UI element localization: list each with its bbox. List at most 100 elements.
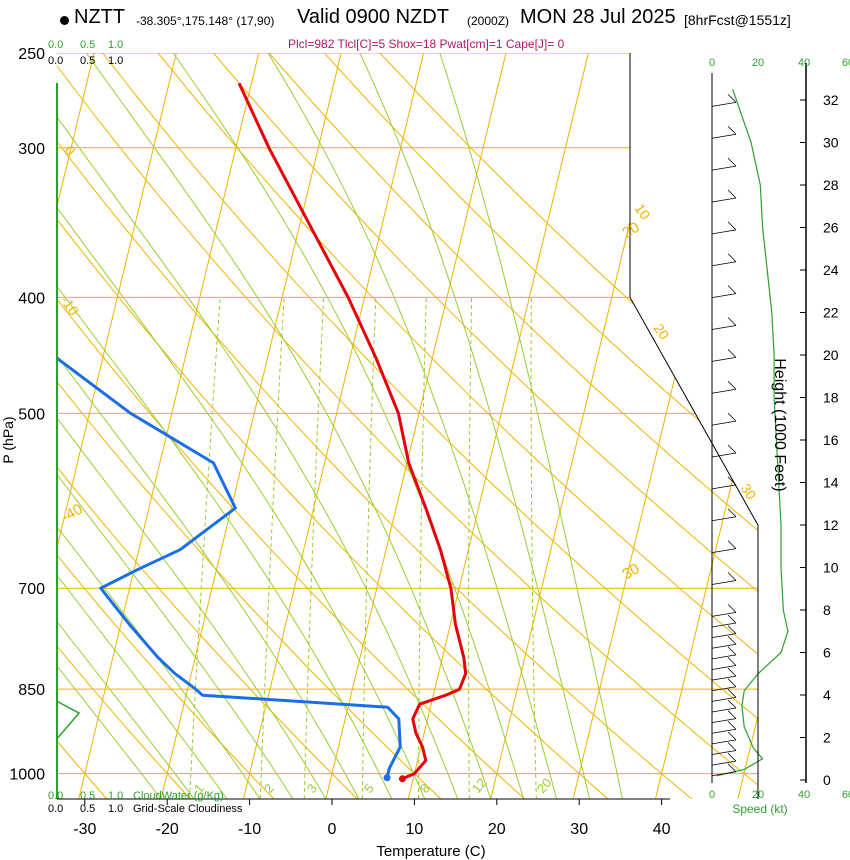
station-marker-icon [60, 16, 69, 25]
dry-adiabat-line [102, 53, 758, 799]
wind-barb-shaft [711, 133, 737, 139]
cloudiness-top-tick-label: 0.0 [48, 55, 63, 67]
isotherm-label: 30 [620, 560, 643, 583]
wind-barb-shaft [711, 516, 737, 522]
wind-barb-flag [727, 285, 737, 294]
dry-adiabat-line [157, 53, 758, 799]
wind-barb [711, 752, 737, 766]
wind-barb [711, 667, 737, 681]
wind-barb-shaft [711, 165, 737, 171]
moist-adiabat-line [57, 53, 228, 799]
wind-top-tick-label: 40 [798, 57, 810, 69]
wind-barb-shaft [711, 622, 737, 628]
cloudiness-top-tick-label: 1.0 [108, 55, 123, 67]
pressure-tick-label: 250 [18, 46, 45, 63]
mixing-ratio-line [418, 297, 427, 799]
dewpoint-profile [57, 354, 402, 779]
wind-barb [711, 412, 737, 426]
moist-adiabat-line [57, 53, 426, 799]
wind-barb-flag [727, 94, 737, 103]
mixing-ratio-label: 5 [361, 781, 377, 796]
wind-barb-shaft [711, 229, 737, 235]
height-tick-label: 32 [823, 92, 839, 108]
wind-barb-shaft [711, 261, 737, 267]
cloud-bottom-tick-label: 1.0 [108, 790, 123, 802]
cloudiness-bottom-tick-label: 1.0 [108, 803, 123, 815]
wind-barb-flag [727, 625, 737, 634]
wind-barb [711, 699, 737, 713]
wind-barb [711, 731, 737, 745]
height-tick-label: 28 [823, 177, 839, 193]
x-tick-label: 40 [653, 821, 671, 838]
wind-bottom-tick-label: 20 [752, 789, 764, 801]
dry-adiabat-line [268, 53, 758, 799]
height-tick-label: 8 [823, 602, 831, 618]
wind-barb [711, 646, 737, 660]
dry-adiabat-line [324, 53, 758, 799]
wind-barb [711, 678, 737, 692]
wind-bottom-tick-label: 0 [709, 789, 715, 801]
isotherm-line [325, 53, 507, 799]
wind-barb-shaft [711, 675, 737, 681]
moist-adiabat-line [439, 53, 623, 799]
dewpoint-profile-surface-dot [383, 774, 391, 782]
wind-barb-flag [727, 752, 737, 762]
wind-barb-shaft [711, 325, 737, 330]
forecast-run: [8hrFcst@1551z] [684, 12, 791, 28]
wind-barb-shaft [711, 633, 737, 639]
dry-adiabat-line [57, 53, 358, 799]
wind-barb [711, 604, 737, 617]
isotherm-line [57, 53, 177, 799]
pressure-tick-label: 400 [18, 290, 45, 307]
isotherm-label: 20 [620, 219, 643, 242]
cloudiness-bottom-tick-label: 0.0 [48, 803, 63, 815]
moist-adiabat-line [57, 53, 162, 799]
height-tick-label: 12 [823, 517, 839, 533]
height-tick-label: 24 [823, 262, 839, 278]
wind-barb-shaft [711, 728, 737, 734]
wind-bottom-tick-label: 40 [798, 789, 810, 801]
moist-adiabat-line [57, 53, 360, 799]
wind-barb-shaft [711, 388, 737, 394]
wind-barb-shaft [711, 611, 737, 617]
wind-barb [711, 657, 737, 670]
wind-barb-shaft [711, 760, 737, 766]
wind-barb [711, 689, 737, 702]
wind-barb [711, 540, 737, 554]
height-tick-label: 6 [823, 645, 831, 661]
wind-barb [711, 572, 737, 585]
moist-adiabat-line [172, 53, 525, 799]
dry-adiabat-line [57, 53, 442, 799]
height-tick-label: 2 [823, 730, 831, 746]
temperature-profile [237, 82, 468, 781]
isotherm-line [737, 53, 758, 799]
isotherm-line [160, 53, 342, 799]
wind-barb-shaft [711, 665, 737, 670]
wind-barb-shaft [711, 654, 737, 660]
isotherm-line [78, 53, 260, 799]
wind-barb-flag [727, 221, 737, 231]
wind-top-tick-label: 60 [842, 57, 850, 69]
cloud-top-tick-label: 0.0 [48, 39, 63, 51]
wind-barb-flag [727, 763, 737, 773]
temperature-profile-surface-dot [398, 775, 406, 783]
wind-barb [711, 508, 737, 522]
mixing-ratio-line [468, 297, 473, 799]
mixing-ratio-label: 3 [304, 781, 320, 796]
wind-barb-shaft [711, 197, 737, 203]
wind-barb-flag [727, 657, 737, 666]
wind-barb-flag [727, 125, 737, 135]
height-axis-title: Height (1000 Feet) [771, 358, 788, 491]
moist-adiabat-line [57, 53, 294, 799]
wind-barb-shaft [711, 686, 737, 692]
wind-barb [711, 625, 737, 639]
wind-barb-shaft [711, 293, 737, 299]
stability-indices: Plcl=982 Tlcl[C]=5 Shox=18 Pwat[cm]=1 Ca… [288, 37, 565, 51]
wind-barb-flag [727, 317, 737, 326]
x-tick-label: -10 [238, 821, 261, 838]
cloud-top-tick-label: 1.0 [108, 39, 123, 51]
wind-barb-flag [727, 540, 737, 549]
wind-barb-shaft [711, 548, 737, 554]
wind-barb-flag [727, 614, 737, 624]
